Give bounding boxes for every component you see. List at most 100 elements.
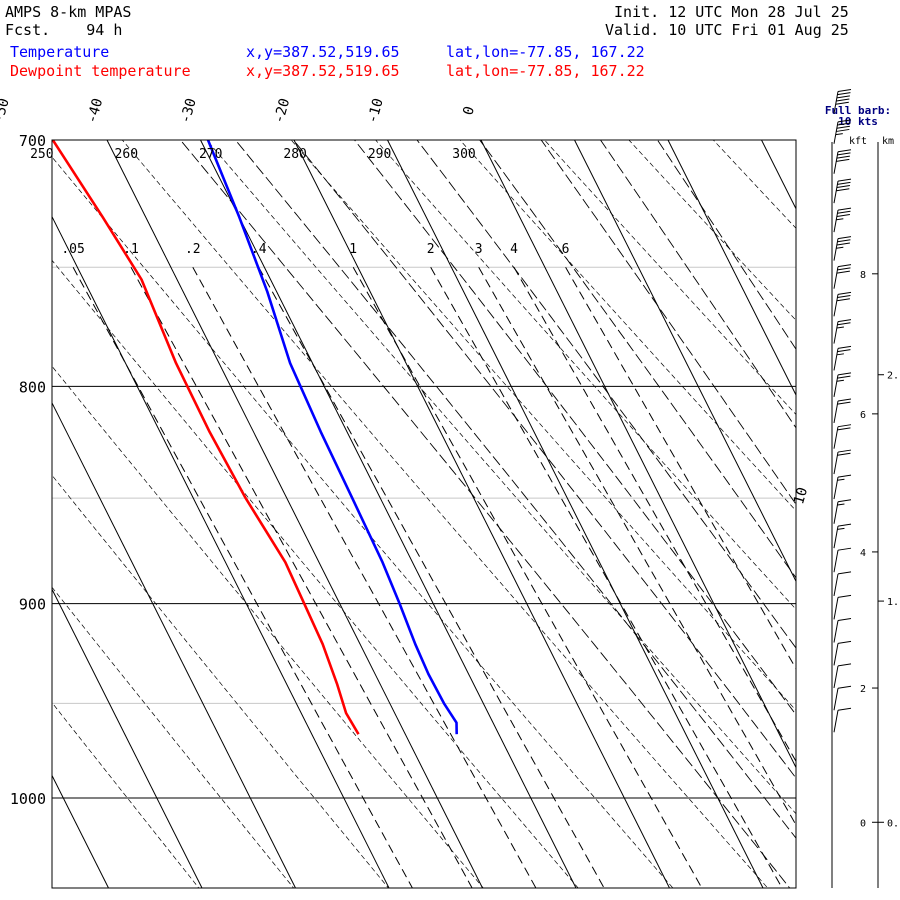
kft-tick-label: 6 (860, 410, 866, 421)
plot-frame (51, 139, 797, 889)
wind-barb-staff (833, 451, 839, 475)
dry-adiabat-line (121, 140, 768, 888)
wind-barb-flag (837, 398, 852, 402)
km-axis-label: km (882, 136, 894, 147)
legend-dewpoint-xy: x,y=387.52,519.65 (246, 62, 400, 80)
km-tick-label: 1. (887, 597, 899, 608)
mixing-ratio-label: 2 (427, 242, 435, 257)
mixing-ratio-label: .1 (123, 242, 139, 257)
wind-barb-flag (835, 101, 849, 105)
wind-barb (833, 499, 852, 524)
isotherm-label: -20 (271, 97, 293, 126)
dry-adiabat-line (712, 140, 796, 229)
isotherm-label: 10 (791, 486, 811, 507)
wind-barb-staff (833, 266, 839, 289)
wind-barb-flag (836, 128, 850, 132)
wind-barb-staff (833, 321, 839, 344)
mixing-ratio-label: .4 (251, 242, 267, 257)
wind-barb (833, 618, 852, 643)
wind-barb-flag (837, 685, 852, 689)
wind-barb-flag (837, 181, 851, 185)
moist-adiabat-line (353, 140, 796, 716)
dry-adiabat-line (52, 259, 579, 888)
dry-adiabat-label: 270 (199, 147, 222, 162)
mixing-ratio-label: .05 (61, 242, 84, 257)
wind-barb-staff (833, 620, 839, 643)
wind-barb-flag (837, 88, 852, 92)
kft-axis-label: kft (849, 136, 867, 147)
wind-barb-flag (837, 707, 852, 711)
valid-label: Valid. (605, 21, 660, 39)
isotherm-line (480, 140, 796, 769)
wind-barb-flag (837, 345, 852, 349)
isotherm-line (200, 140, 577, 888)
isobar-lines (52, 139, 796, 799)
isobar-1000-label: 1000 (10, 790, 46, 808)
wind-barb-half-flag (836, 218, 844, 221)
moist-adiabat-line (292, 140, 796, 779)
wind-barb (833, 236, 852, 261)
wind-barb-flag (837, 267, 851, 271)
wind-barb (833, 523, 852, 549)
wind-barb-staff (833, 181, 839, 204)
wind-barb-flag (837, 401, 851, 405)
mixing-ratio-label: 3 (475, 242, 483, 257)
isobar-700-label: 700 (19, 132, 46, 150)
wind-barb-staff (833, 501, 839, 524)
init-value: 12 UTC Mon 28 Jul 25 (668, 3, 849, 21)
isotherm-label: -30 (177, 97, 199, 126)
moist-adiabat-line (656, 140, 796, 350)
dry-adiabat-line (52, 586, 294, 888)
isotherm-line (106, 140, 483, 888)
kft-tick-label: 4 (860, 548, 866, 559)
wind-barb (833, 640, 852, 666)
wind-barb (833, 663, 852, 689)
wind-barb-flag (836, 270, 850, 274)
barb-legend-line1: Full barb: (825, 104, 891, 117)
temperature-line (206, 140, 458, 735)
km-tick-label: 2. (887, 371, 899, 382)
wind-barb-staff (833, 597, 839, 620)
wind-barb-half-flag (836, 353, 844, 356)
wind-barb-staff (833, 294, 839, 317)
wind-barb-staff (833, 426, 839, 449)
wind-barb-flag (837, 152, 851, 156)
dry-adiabat-line (206, 140, 796, 815)
wind-barb (833, 149, 852, 174)
dry-adiabat-line (52, 702, 200, 888)
moist-adiabat-line (599, 140, 796, 429)
dewpoint-line (52, 140, 360, 735)
wind-barb-half-flag (836, 326, 844, 329)
wind-barb-flag (836, 298, 850, 302)
wind-barb-flag (837, 424, 852, 428)
wind-barb (833, 685, 852, 711)
wind-barb (833, 449, 852, 475)
legend-dewpoint-label: Dewpoint temperature (10, 62, 191, 80)
wind-barb (833, 264, 852, 289)
wind-barb-flag (837, 239, 851, 243)
wind-barb-half-flag (836, 379, 844, 382)
legend-temperature-label: Temperature (10, 43, 110, 61)
isotherm-label: -50 (0, 97, 13, 126)
wind-barb-flag (837, 319, 852, 323)
dry-adiabat-label: 260 (115, 147, 138, 162)
wind-barb-flag (836, 185, 850, 189)
isotherm-label: -10 (364, 97, 386, 126)
moist-adiabat-line (540, 140, 796, 506)
isotherm-line (293, 140, 670, 888)
dry-adiabat-line (52, 365, 484, 888)
isotherm-line (0, 140, 15, 888)
valid-value: 10 UTC Fri 01 Aug 25 (668, 21, 849, 39)
wind-barb-staff (833, 550, 839, 573)
wind-barb-flag (837, 474, 852, 478)
wind-barb-staff (833, 476, 839, 500)
wind-barb-staff (833, 643, 839, 666)
wind-barb-flag (837, 295, 851, 299)
wind-barb-flag (836, 214, 850, 217)
isotherm-line (387, 140, 764, 888)
wind-barb-staff (833, 121, 839, 144)
wind-barb-flag (837, 149, 852, 153)
mixing-ratio-label: .2 (185, 242, 201, 257)
wind-barb-flag (837, 618, 852, 621)
